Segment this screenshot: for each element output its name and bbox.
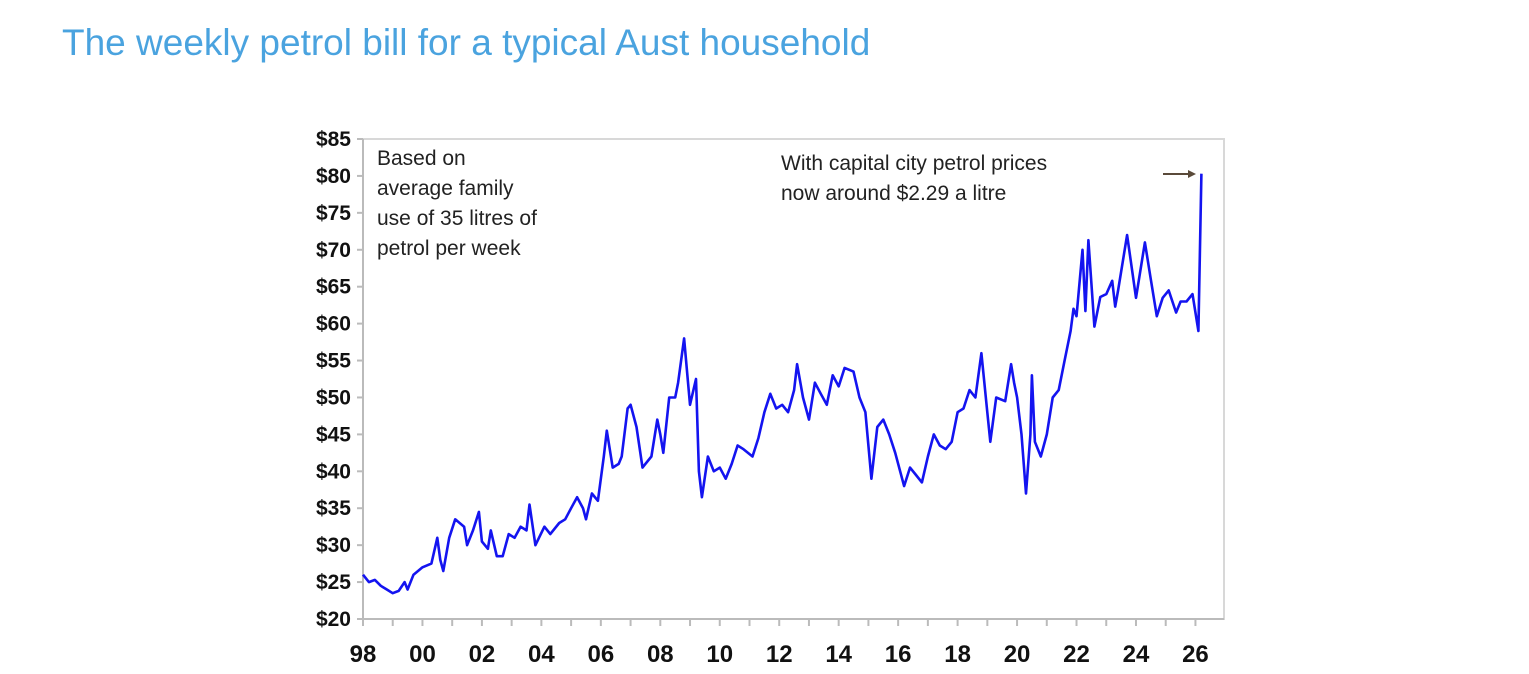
series-line-weekly-petrol-bill (361, 173, 1203, 595)
y-tick-label: $80 (316, 165, 351, 188)
x-tick-label: 10 (706, 641, 733, 668)
y-tick-label: $70 (316, 239, 351, 262)
x-tick-label: 18 (944, 641, 971, 668)
y-tick-label: $25 (316, 571, 351, 594)
x-tick-label: 14 (825, 641, 852, 668)
y-tick-label: $85 (316, 128, 351, 151)
annotation-arrow-icon (1163, 170, 1196, 178)
page-title: The weekly petrol bill for a typical Aus… (62, 22, 871, 63)
x-tick-label: 00 (409, 641, 436, 668)
y-tick-label: $65 (316, 276, 351, 299)
x-tick-label: 08 (647, 641, 674, 668)
x-tick-label: 04 (528, 641, 555, 668)
x-tick-label: 24 (1123, 641, 1150, 668)
x-tick-label: 12 (766, 641, 793, 668)
x-tick-label: 02 (469, 641, 496, 668)
annotation-left-line3: use of 35 litres of (377, 207, 537, 230)
y-tick-label: $50 (316, 386, 351, 409)
x-tick-label: 06 (587, 641, 614, 668)
annotation-right-line2: now around $2.29 a litre (781, 182, 1006, 205)
y-tick-label: $55 (316, 350, 351, 373)
annotation-right-line1: With capital city petrol prices (781, 152, 1047, 175)
y-tick-label: $45 (316, 423, 351, 446)
annotation-left-line4: petrol per week (377, 237, 521, 260)
x-tick-label: 16 (885, 641, 912, 668)
annotation-left-line1: Based on (377, 147, 466, 170)
x-tick-label: 20 (1004, 641, 1031, 668)
x-tick-label: 26 (1182, 641, 1209, 668)
y-tick-label: $60 (316, 313, 351, 336)
x-tick-label: 98 (350, 641, 377, 668)
y-tick-label: $40 (316, 460, 351, 483)
annotation-left-line2: average family (377, 177, 514, 200)
y-tick-label: $30 (316, 534, 351, 557)
y-tick-label: $20 (316, 608, 351, 631)
y-tick-label: $75 (316, 202, 351, 225)
y-tick-label: $35 (316, 497, 351, 520)
x-tick-label: 22 (1063, 641, 1090, 668)
